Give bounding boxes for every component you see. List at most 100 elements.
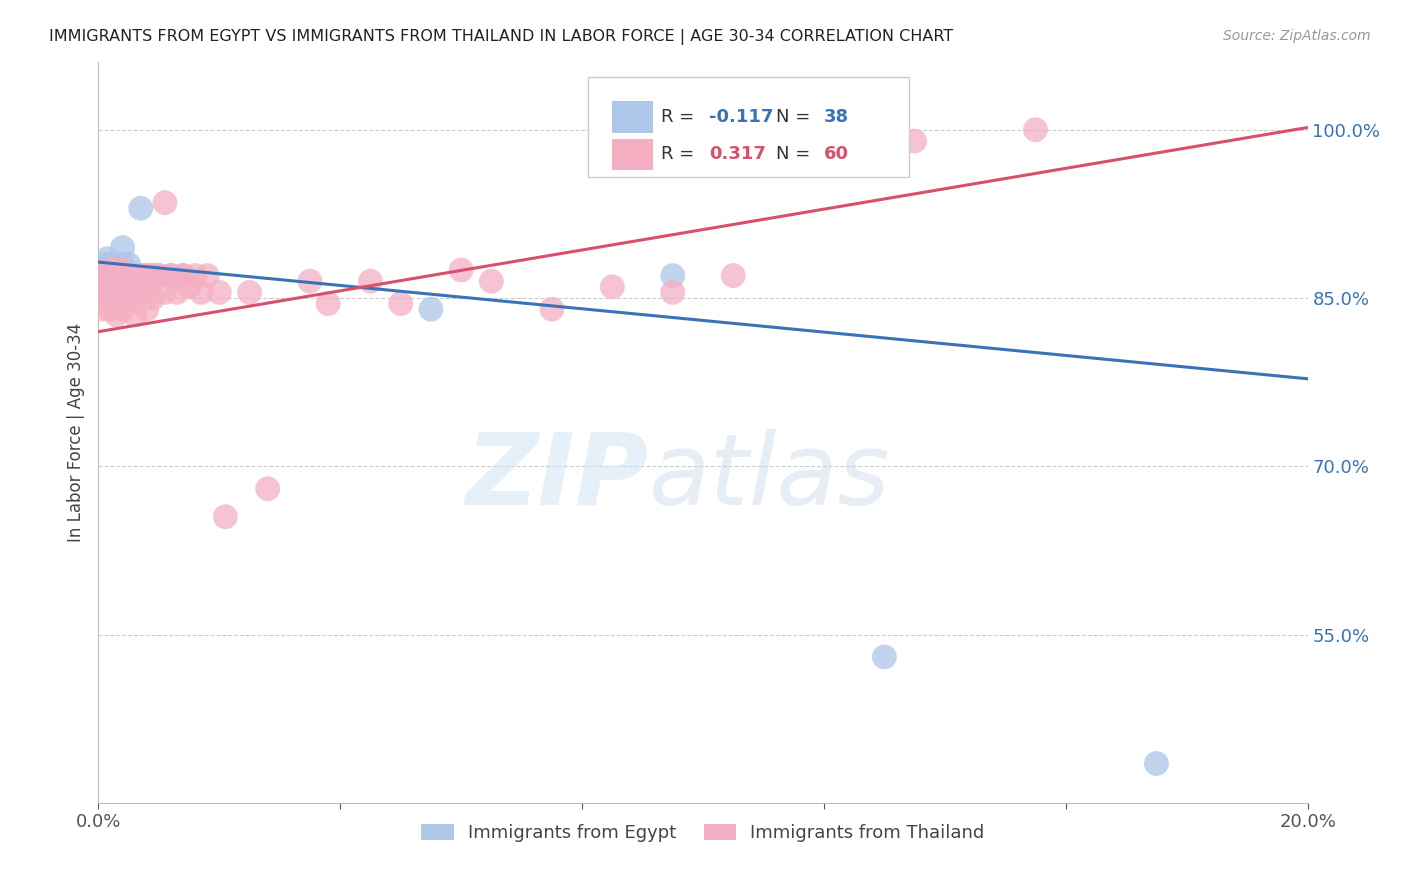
Point xyxy=(360,274,382,288)
Point xyxy=(124,268,146,283)
Point xyxy=(100,291,122,305)
Text: Source: ZipAtlas.com: Source: ZipAtlas.com xyxy=(1223,29,1371,43)
Point xyxy=(135,302,157,317)
Point xyxy=(93,268,115,283)
Point xyxy=(160,268,183,283)
Point xyxy=(316,296,339,310)
Point xyxy=(103,280,125,294)
Point xyxy=(118,280,141,294)
Text: -0.117: -0.117 xyxy=(709,108,773,126)
Point xyxy=(160,268,183,283)
Point xyxy=(100,274,122,288)
Point xyxy=(105,263,128,277)
Point xyxy=(96,274,118,288)
Point xyxy=(1024,122,1046,136)
Point xyxy=(661,268,683,283)
Point xyxy=(96,252,118,266)
Text: R =: R = xyxy=(661,108,700,126)
Point xyxy=(142,291,165,305)
Point xyxy=(111,274,134,288)
Point xyxy=(153,285,176,300)
Point xyxy=(420,302,443,317)
Y-axis label: In Labor Force | Age 30-34: In Labor Force | Age 30-34 xyxy=(66,323,84,542)
Point xyxy=(179,280,201,294)
Point xyxy=(100,280,122,294)
Point xyxy=(195,268,218,283)
Point xyxy=(100,257,122,271)
Point xyxy=(90,268,112,283)
Point xyxy=(105,268,128,283)
Point xyxy=(129,201,152,215)
Point xyxy=(135,280,157,294)
Point xyxy=(100,263,122,277)
Point xyxy=(135,268,157,283)
Text: R =: R = xyxy=(661,145,700,163)
Point xyxy=(481,274,503,288)
Point xyxy=(100,302,122,317)
Point xyxy=(124,280,146,294)
Point xyxy=(105,296,128,310)
Point xyxy=(111,257,134,271)
Point xyxy=(118,291,141,305)
FancyBboxPatch shape xyxy=(588,78,908,178)
Text: 38: 38 xyxy=(824,108,849,126)
Point xyxy=(148,268,170,283)
Point xyxy=(93,280,115,294)
Point xyxy=(96,268,118,283)
Text: 0.317: 0.317 xyxy=(709,145,766,163)
Text: IMMIGRANTS FROM EGYPT VS IMMIGRANTS FROM THAILAND IN LABOR FORCE | AGE 30-34 COR: IMMIGRANTS FROM EGYPT VS IMMIGRANTS FROM… xyxy=(49,29,953,45)
Point xyxy=(723,268,745,283)
Point xyxy=(172,268,194,283)
Point xyxy=(540,302,562,317)
Point xyxy=(93,291,115,305)
Point xyxy=(166,285,188,300)
Point xyxy=(129,285,152,300)
Point xyxy=(135,268,157,283)
Point xyxy=(111,302,134,317)
Point xyxy=(602,280,624,294)
FancyBboxPatch shape xyxy=(613,139,654,170)
Point xyxy=(105,274,128,288)
Point xyxy=(148,268,170,283)
Point xyxy=(661,285,683,300)
Point xyxy=(93,257,115,271)
Point xyxy=(118,268,141,283)
Legend: Immigrants from Egypt, Immigrants from Thailand: Immigrants from Egypt, Immigrants from T… xyxy=(413,816,993,849)
Point xyxy=(93,302,115,317)
Point xyxy=(1144,756,1167,771)
Point xyxy=(108,268,131,283)
Point xyxy=(105,263,128,277)
Point xyxy=(184,268,207,283)
Point xyxy=(239,285,262,300)
Point xyxy=(124,308,146,322)
Point xyxy=(208,285,231,300)
Text: N =: N = xyxy=(776,145,815,163)
Point xyxy=(153,195,176,210)
Point xyxy=(93,268,115,283)
Point xyxy=(111,285,134,300)
Point xyxy=(256,482,278,496)
Point xyxy=(118,274,141,288)
Point xyxy=(214,509,236,524)
Point xyxy=(105,257,128,271)
Point xyxy=(100,268,122,283)
Point xyxy=(142,268,165,283)
Point xyxy=(111,263,134,277)
Point xyxy=(118,268,141,283)
Text: ZIP: ZIP xyxy=(465,428,648,525)
Point xyxy=(299,274,322,288)
Point xyxy=(105,285,128,300)
Point xyxy=(103,268,125,283)
Point xyxy=(389,296,412,310)
Point xyxy=(129,268,152,283)
Point xyxy=(111,240,134,254)
Text: 60: 60 xyxy=(824,145,849,163)
Point xyxy=(190,285,212,300)
Point xyxy=(124,285,146,300)
Point xyxy=(105,285,128,300)
Point xyxy=(172,268,194,283)
Point xyxy=(873,650,896,665)
Point xyxy=(105,274,128,288)
Point xyxy=(142,268,165,283)
Point xyxy=(100,263,122,277)
